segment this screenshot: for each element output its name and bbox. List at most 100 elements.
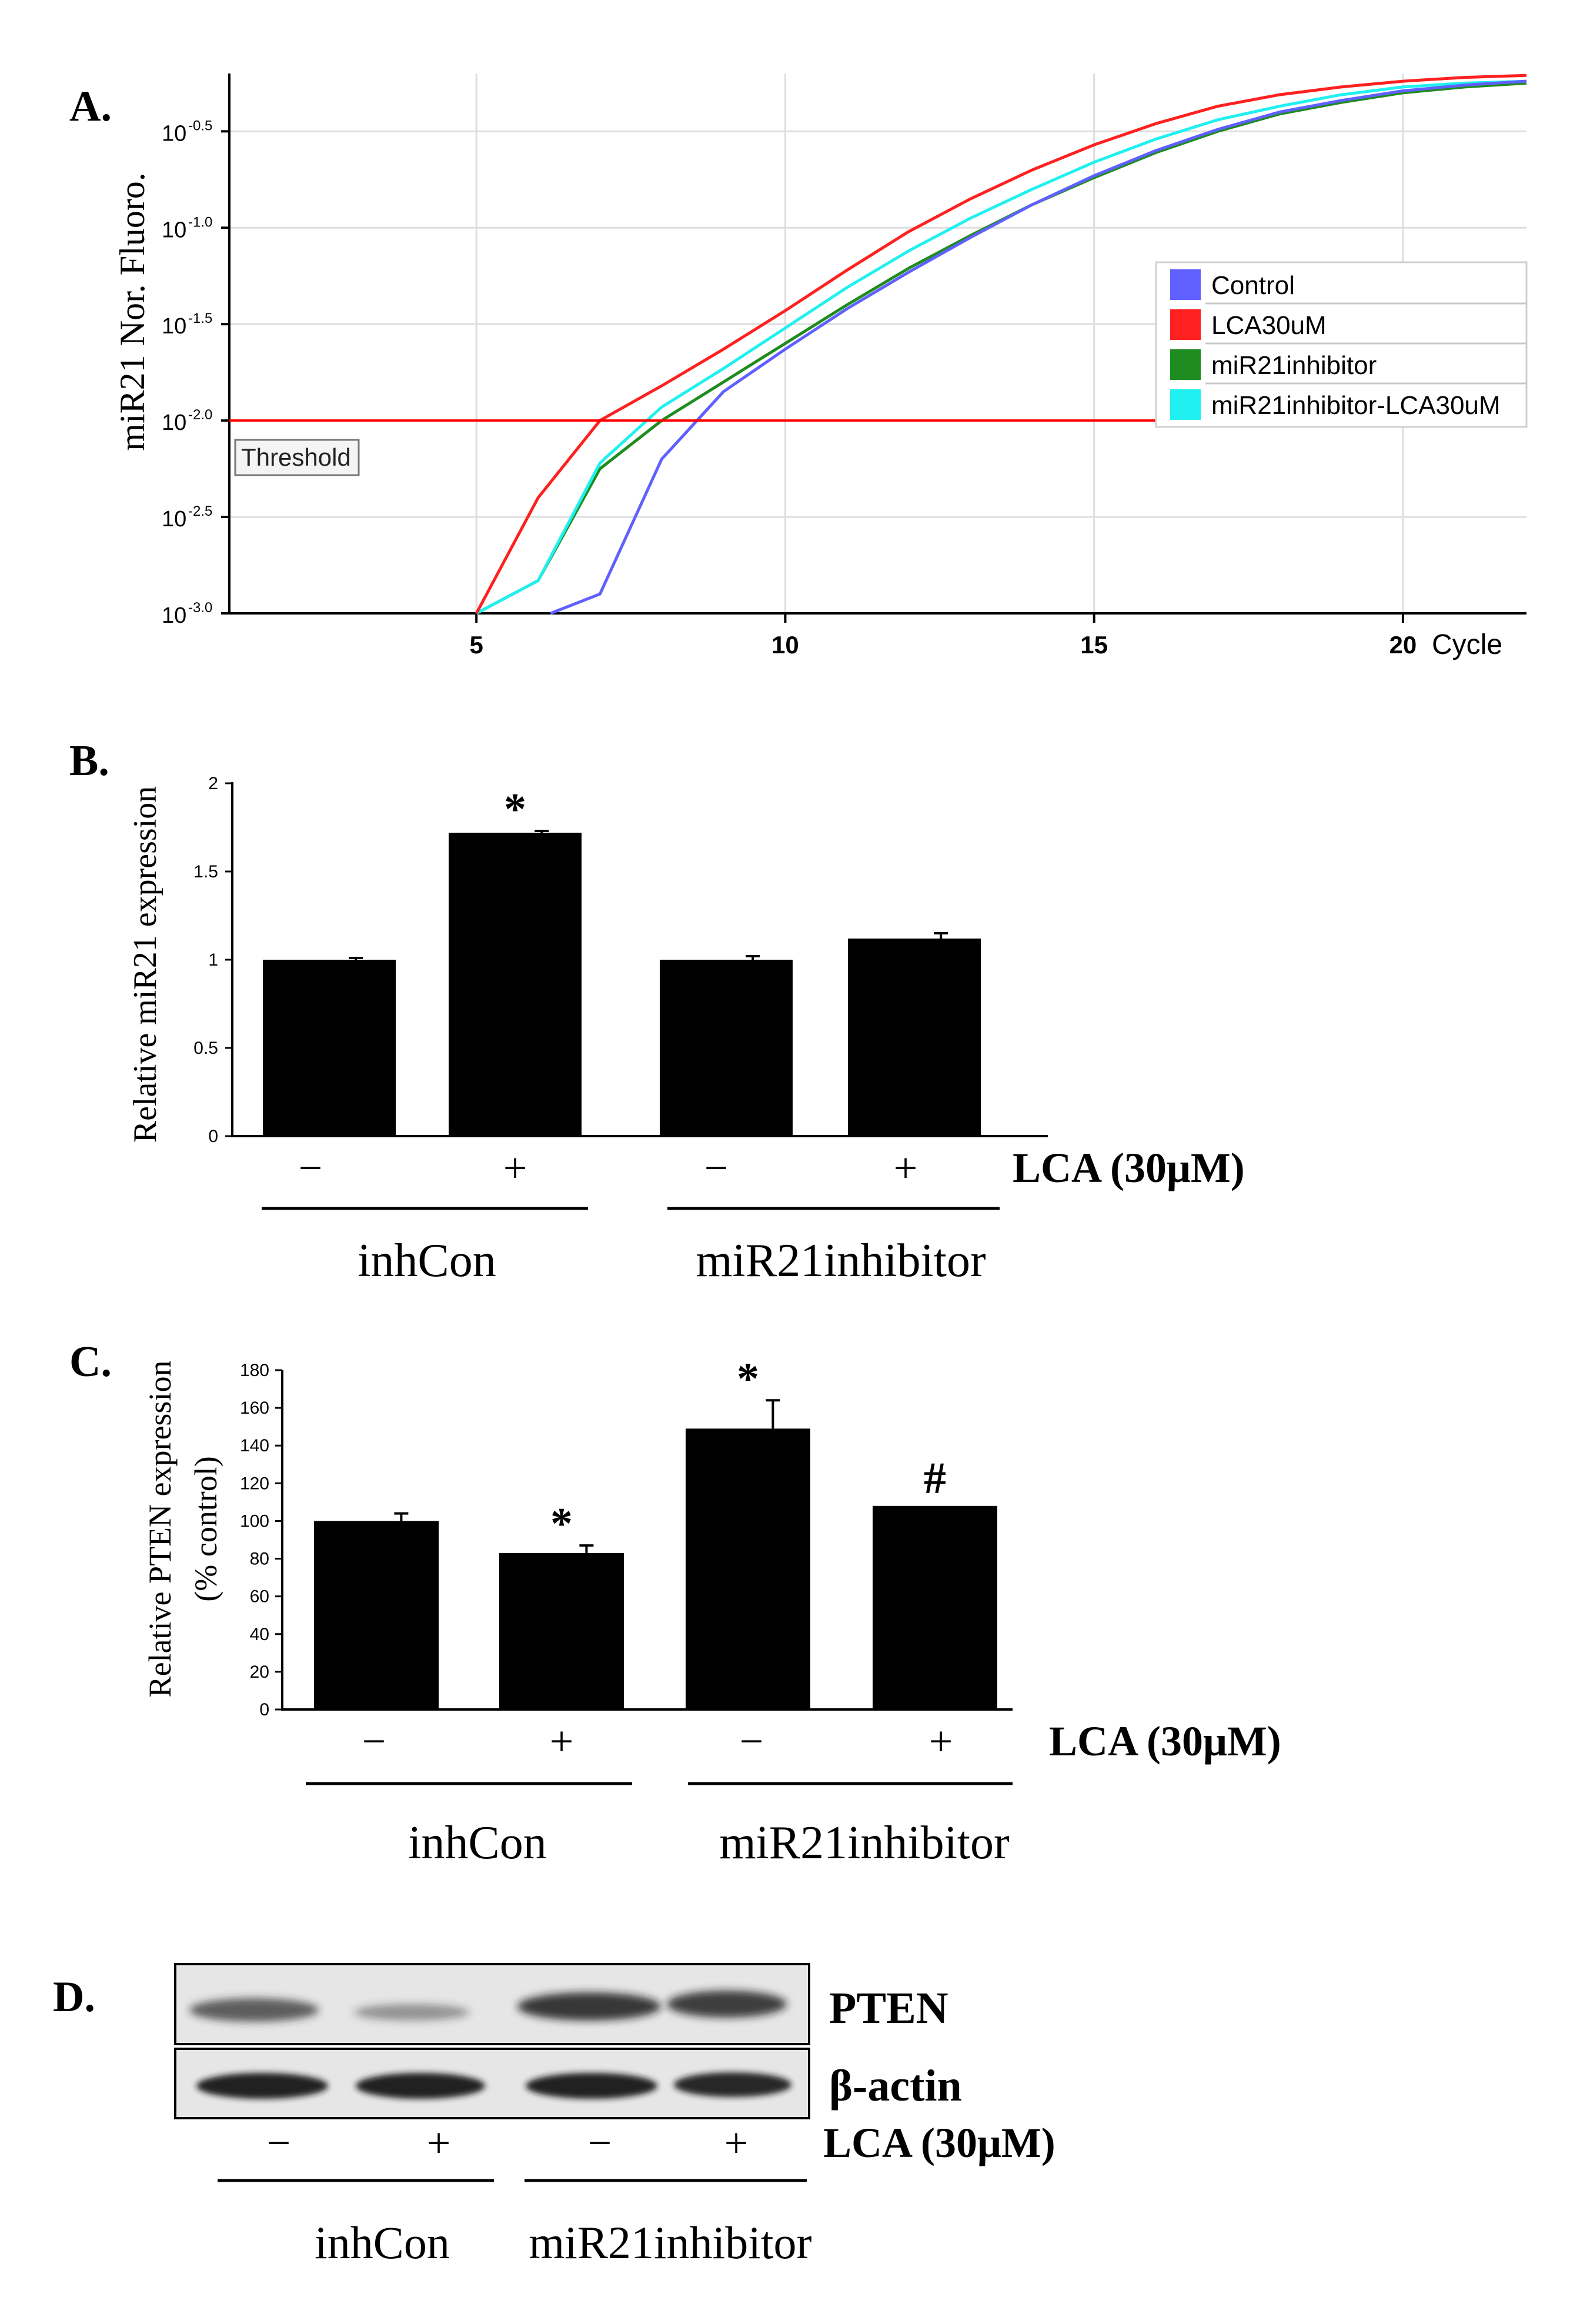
y-tick-label: 10 <box>162 121 186 146</box>
series-line-control <box>550 79 1527 615</box>
blot-band <box>196 2073 328 2099</box>
treatment-label: LCA (30μM) <box>1013 1144 1245 1191</box>
treatment-label: LCA (30μM) <box>823 2119 1055 2166</box>
y-tick-label: 20 <box>250 1662 269 1682</box>
panel-d-label: D. <box>53 1973 95 2021</box>
group-label-mir21inhibitor: miR21inhibitor <box>719 1817 1009 1869</box>
y-tick-label: 60 <box>250 1587 269 1607</box>
y-tick-exponent: -1.5 <box>188 310 212 326</box>
panel-a-label: A. <box>69 82 112 131</box>
threshold-label: Threshold <box>241 443 351 471</box>
panel-a-y-ticks: 10 -3.010 -2.510 -2.010 -1.510 -1.010 -0.5 <box>162 118 229 628</box>
panel-a-x-ticks: 5 10 15 20 <box>470 613 1417 659</box>
legend-label-inhibitor-lca: miR21inhibitor-LCA30uM <box>1211 391 1501 420</box>
sign: + <box>894 1144 918 1191</box>
y-tick-label: 140 <box>240 1436 269 1455</box>
sign: + <box>929 1718 953 1765</box>
panel-b-bars: * <box>263 784 981 1136</box>
series-line-mir21inhibitor-lca30um <box>476 79 1527 615</box>
panel-c-ylabel-line1: Relative PTEN expression <box>142 1361 178 1698</box>
bar-3 <box>686 1428 810 1709</box>
bar-4 <box>848 939 981 1136</box>
group-label-mir21inhibitor: miR21inhibitor <box>529 2217 811 2268</box>
y-tick-label: 160 <box>240 1398 269 1418</box>
sign: + <box>550 1718 574 1765</box>
blot-band <box>354 2004 469 2021</box>
y-tick-label: 1 <box>208 950 218 970</box>
y-tick-label: 0.5 <box>193 1039 218 1058</box>
blot-band <box>189 1998 319 2022</box>
blot-pten <box>174 1963 810 2045</box>
y-tick-exponent: -3.0 <box>188 600 212 616</box>
band-label-pten: PTEN <box>829 1984 948 2033</box>
y-tick-exponent: -2.5 <box>188 503 212 519</box>
group-label-mir21inhibitor: miR21inhibitor <box>696 1235 986 1287</box>
panel-a-series <box>475 74 1527 615</box>
sign: + <box>724 2119 749 2166</box>
y-tick-label: 100 <box>240 1511 269 1531</box>
panel-b-label: B. <box>69 737 109 785</box>
band-label-beta-actin: β-actin <box>829 2061 962 2111</box>
y-tick-exponent: -0.5 <box>188 118 212 133</box>
bar-4 <box>873 1505 997 1709</box>
panel-c-y-ticks: 0 20 40 60 80 100 120 140 160 180 <box>240 1361 282 1719</box>
y-tick-label: 10 <box>162 218 186 242</box>
y-tick-label: 10 <box>162 410 186 435</box>
y-tick-exponent: -1.0 <box>188 214 212 230</box>
significance-mark: * <box>504 784 526 834</box>
bar-3 <box>660 960 793 1136</box>
blot-band <box>667 1991 787 2018</box>
panel-c-bars: * * # <box>314 1354 997 1709</box>
legend-label-control: Control <box>1211 271 1295 300</box>
panel-b-ylabel: Relative miR21 expression <box>127 786 163 1143</box>
bar-1 <box>314 1521 439 1709</box>
y-tick-label: 10 <box>162 507 186 532</box>
panel-a-ylabel: miR21 Nor. Fluoro. <box>113 172 152 450</box>
y-tick-label: 0 <box>208 1127 218 1146</box>
x-tick-label: 15 <box>1080 631 1108 659</box>
legend-label-inhibitor: miR21inhibitor <box>1211 351 1377 380</box>
sign: + <box>427 2119 451 2166</box>
panel-a-x-unit: Cycle <box>1432 629 1502 660</box>
panel-b-y-ticks: 0 0.5 1 1.5 2 <box>193 774 232 1146</box>
y-tick-label: 80 <box>250 1550 269 1569</box>
sign: + <box>503 1144 527 1191</box>
blot-band <box>517 1992 661 2021</box>
legend-swatch-inhibitor <box>1170 349 1201 380</box>
panel-a-legend: Control LCA30uM miR21inhibitor miR21inhi… <box>1155 261 1528 428</box>
legend-swatch-control <box>1170 269 1201 300</box>
panel-c-condition-row: − + − + LCA (30μM) inhCon miR21inhibitor <box>306 1718 1281 1869</box>
sign: − <box>362 1718 386 1765</box>
x-tick-label: 20 <box>1389 631 1417 659</box>
legend-swatch-inhibitor-lca <box>1170 389 1201 420</box>
group-label-inhcon: inhCon <box>408 1817 547 1869</box>
blot-beta-actin <box>174 2048 810 2119</box>
treatment-label: LCA (30μM) <box>1049 1718 1281 1765</box>
significance-mark: # <box>924 1454 946 1503</box>
group-label-inhcon: inhCon <box>358 1235 496 1287</box>
y-tick-label: 0 <box>259 1700 269 1719</box>
significance-mark: * <box>737 1354 759 1403</box>
sign: − <box>267 2119 291 2166</box>
y-tick-label: 2 <box>208 774 218 793</box>
bar-2 <box>499 1552 624 1709</box>
y-tick-label: 180 <box>240 1361 269 1380</box>
y-tick-label: 40 <box>250 1625 269 1644</box>
series-line-lca30um <box>475 74 1527 615</box>
y-tick-label: 10 <box>162 314 186 339</box>
blot-band <box>356 2073 485 2099</box>
sign: − <box>299 1144 323 1191</box>
blot-band <box>674 2072 791 2097</box>
group-label-inhcon: inhCon <box>315 2217 450 2268</box>
bar-2 <box>449 833 582 1136</box>
legend-box <box>1155 261 1528 428</box>
legend-label-lca: LCA30uM <box>1211 311 1327 340</box>
y-tick-label: 120 <box>240 1474 269 1493</box>
panel-c-ylabel-line2: (% control) <box>188 1456 223 1601</box>
y-tick-label: 10 <box>162 603 186 628</box>
sign: − <box>704 1144 729 1191</box>
x-tick-label: 5 <box>470 631 483 659</box>
y-tick-label: 1.5 <box>193 862 218 881</box>
panel-c-label: C. <box>69 1338 112 1386</box>
